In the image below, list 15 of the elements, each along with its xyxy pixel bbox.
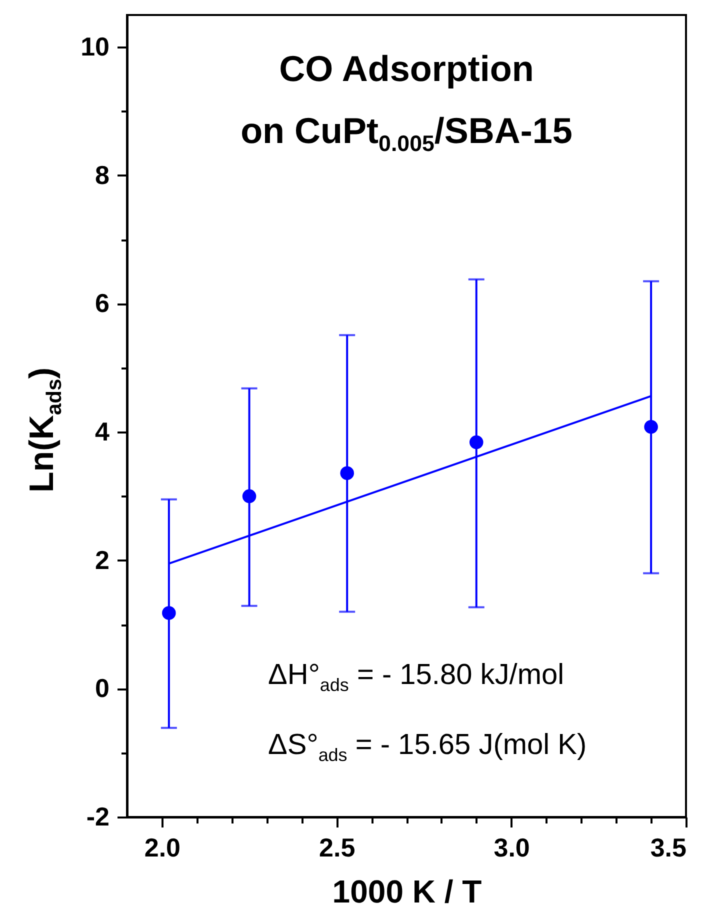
x-tick-label: 2.5 [319,832,356,862]
y-tick-label: 6 [95,288,110,318]
y-tick-label: -2 [86,802,110,832]
y-tick-label: 0 [95,673,110,704]
text: CO Adsorption on CuPt$_{0.005}$/SBA-15 [240,47,574,158]
annotation: ΔS°$_{ads}$ = - 15.65 J(mol K) [268,728,587,765]
x-tick-label: 2.0 [144,832,181,862]
y-tick-label: 2 [95,544,110,575]
y-tick-label: 8 [95,160,110,190]
x-tick-label: 3.5 [650,832,686,862]
x-tick-label: 3.0 [494,832,530,862]
y-tick-label: 10 [80,32,110,62]
x-axis-title: 1000 K / T [332,874,482,910]
annotation: ΔH°$_{ads}$ = - 15.80 kJ/mol [268,659,564,695]
y-tick-label: 4 [95,416,110,447]
